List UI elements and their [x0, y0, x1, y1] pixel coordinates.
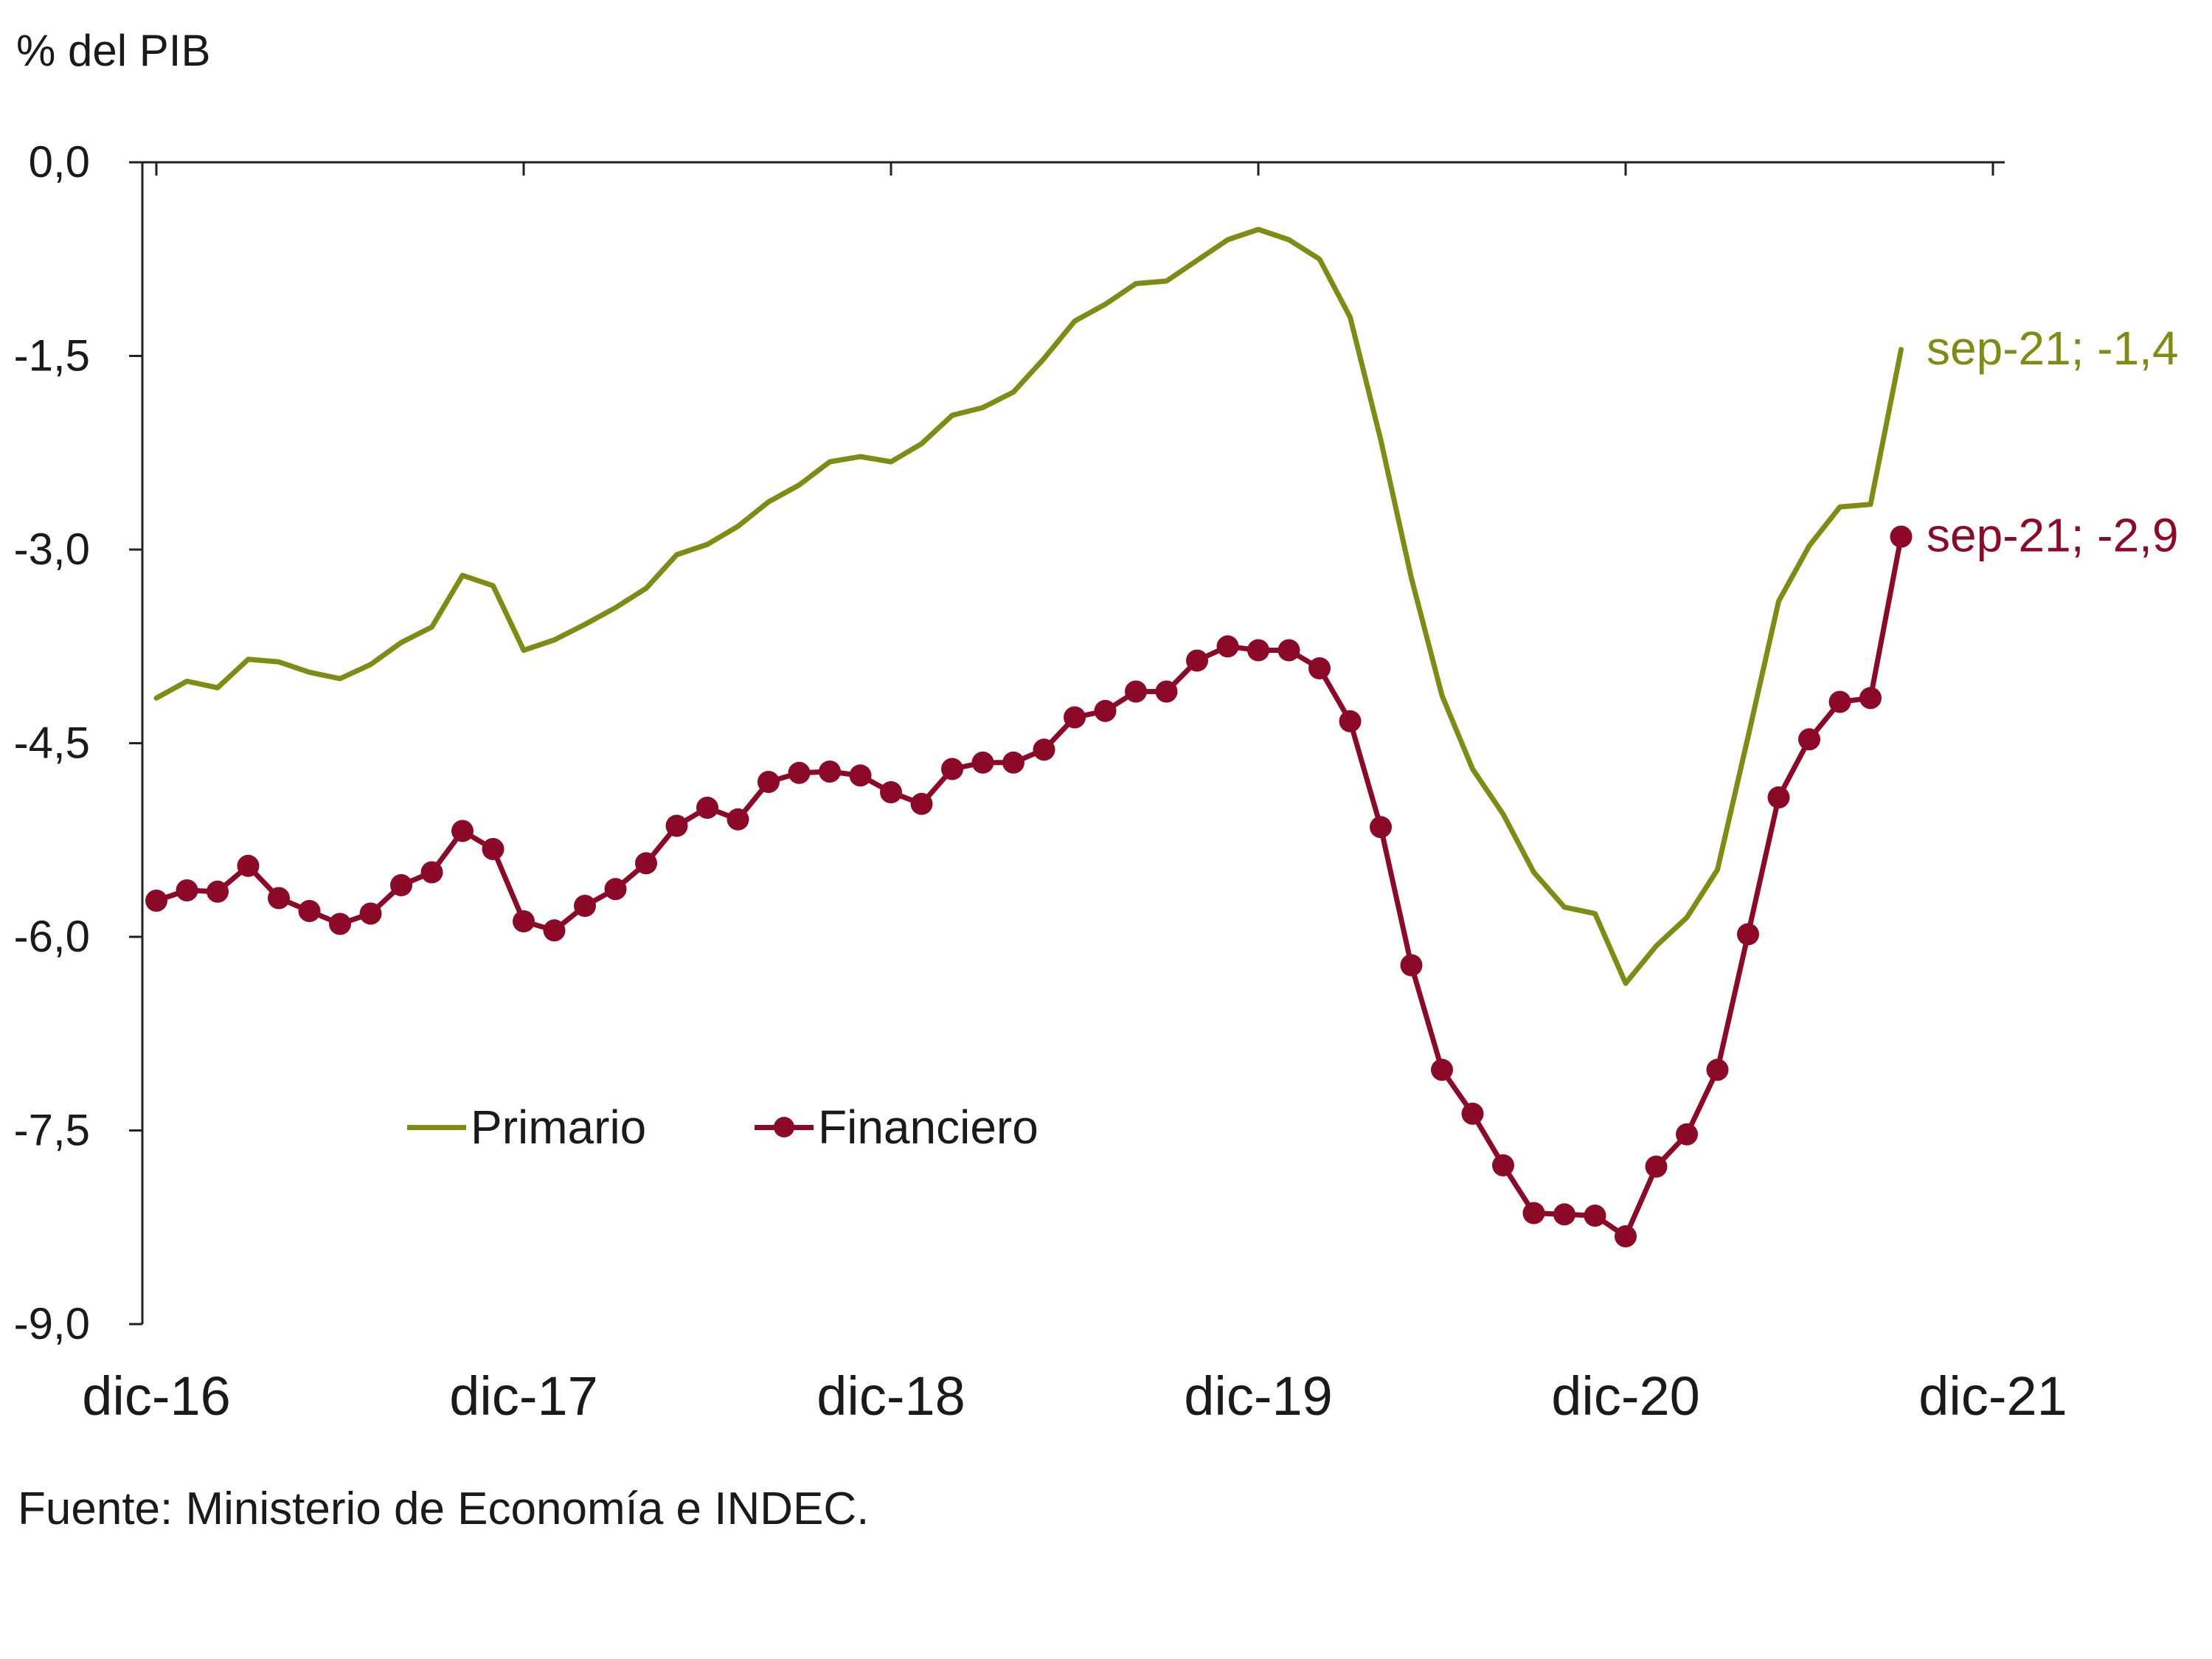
data-point-financiero	[513, 910, 535, 932]
legend-label-primario: Primario	[471, 1101, 647, 1154]
data-point-financiero	[1033, 738, 1055, 761]
data-point-financiero	[176, 879, 198, 901]
data-point-financiero	[268, 887, 290, 910]
y-tick-label: -4,5	[14, 718, 90, 768]
series-line-financiero	[153, 534, 1904, 1239]
data-point-financiero	[665, 814, 688, 837]
chart-series	[145, 226, 1913, 1247]
data-point-financiero	[604, 878, 627, 901]
data-point-financiero	[1798, 728, 1820, 751]
data-point-financiero	[1002, 751, 1024, 774]
data-point-financiero	[207, 880, 229, 903]
data-point-financiero	[1277, 639, 1300, 662]
data-point-financiero	[237, 854, 260, 877]
legend-swatch-financiero	[755, 1098, 814, 1157]
data-point-financiero	[971, 751, 994, 774]
data-point-financiero	[727, 808, 749, 831]
data-point-financiero	[1064, 706, 1086, 729]
y-tick-label: -1,5	[14, 331, 90, 381]
data-point-financiero	[543, 919, 566, 942]
y-tick-label: 0,0	[29, 137, 90, 187]
y-tick-label: -6,0	[14, 912, 90, 961]
series-line-primario	[153, 226, 1904, 986]
x-tick-label: dic-20	[1551, 1365, 1700, 1427]
data-point-financiero	[359, 902, 382, 925]
data-point-financiero	[1522, 1202, 1545, 1225]
data-point-financiero	[1859, 687, 1882, 710]
data-point-financiero	[1737, 923, 1759, 946]
legend-item-primario: Primario	[407, 1098, 646, 1157]
data-point-financiero	[696, 797, 718, 819]
chart-axes: 0,0 -1,5 -3,0 -4,5 -6,0 -7,5 -9,0 dic-16 dic-17 d…	[14, 137, 2067, 1427]
data-point-financiero	[482, 838, 505, 860]
data-point-financiero	[1706, 1059, 1729, 1081]
legend-label-financiero: Financiero	[818, 1101, 1039, 1154]
data-point-financiero	[1890, 525, 1913, 548]
data-point-financiero	[1431, 1059, 1453, 1081]
legend-swatch-primario	[407, 1098, 466, 1157]
source-note: Fuente: Ministerio de Economía e INDEC.	[18, 1483, 870, 1534]
data-point-financiero	[298, 900, 321, 922]
chart-labels: sep-21; -1,4 sep-21; -2,9	[1927, 322, 2179, 562]
data-point-financiero	[1155, 680, 1178, 703]
end-label-primario: sep-21; -1,4	[1927, 322, 2179, 375]
data-point-financiero	[1461, 1102, 1484, 1125]
data-point-financiero	[819, 761, 841, 783]
y-tick-label: -9,0	[14, 1299, 90, 1348]
data-point-financiero	[635, 852, 657, 875]
data-point-financiero	[451, 820, 474, 842]
data-point-financiero	[1186, 649, 1208, 672]
data-point-financiero	[788, 761, 811, 784]
data-point-financiero	[1615, 1225, 1637, 1247]
data-point-financiero	[1339, 710, 1362, 732]
data-point-financiero	[1370, 816, 1392, 839]
data-point-financiero	[574, 895, 596, 917]
data-point-financiero	[1553, 1203, 1575, 1226]
x-tick-label: dic-19	[1184, 1365, 1333, 1427]
legend-item-financiero: Financiero	[755, 1098, 1039, 1157]
data-point-financiero	[1216, 635, 1239, 658]
data-point-financiero	[145, 890, 167, 912]
data-point-financiero	[941, 758, 963, 780]
data-point-financiero	[1828, 690, 1851, 713]
end-label-financiero: sep-21; -2,9	[1927, 509, 2179, 562]
data-point-financiero	[1676, 1123, 1698, 1146]
x-tick-label: dic-21	[1918, 1365, 2067, 1427]
data-point-financiero	[1125, 680, 1147, 703]
data-point-financiero	[1492, 1154, 1514, 1177]
data-point-financiero	[1645, 1155, 1668, 1178]
y-tick-label: -7,5	[14, 1106, 90, 1155]
data-point-financiero	[910, 792, 933, 815]
data-point-financiero	[849, 764, 872, 787]
data-point-financiero	[1767, 786, 1790, 808]
x-tick-label: dic-18	[817, 1365, 965, 1427]
data-point-financiero	[420, 861, 443, 884]
x-tick-label: dic-16	[82, 1365, 231, 1427]
data-point-financiero	[1094, 699, 1117, 722]
y-tick-label: -3,0	[14, 524, 90, 574]
data-point-financiero	[329, 912, 351, 935]
data-point-financiero	[1247, 639, 1269, 662]
y-axis-title: % del PIB	[16, 26, 211, 75]
x-tick-label: dic-17	[449, 1365, 598, 1427]
data-point-financiero	[390, 874, 412, 896]
data-point-financiero	[880, 781, 902, 803]
data-point-financiero	[757, 771, 780, 793]
data-point-financiero	[1308, 657, 1331, 679]
data-point-financiero	[1400, 954, 1423, 977]
data-point-financiero	[1584, 1205, 1606, 1227]
